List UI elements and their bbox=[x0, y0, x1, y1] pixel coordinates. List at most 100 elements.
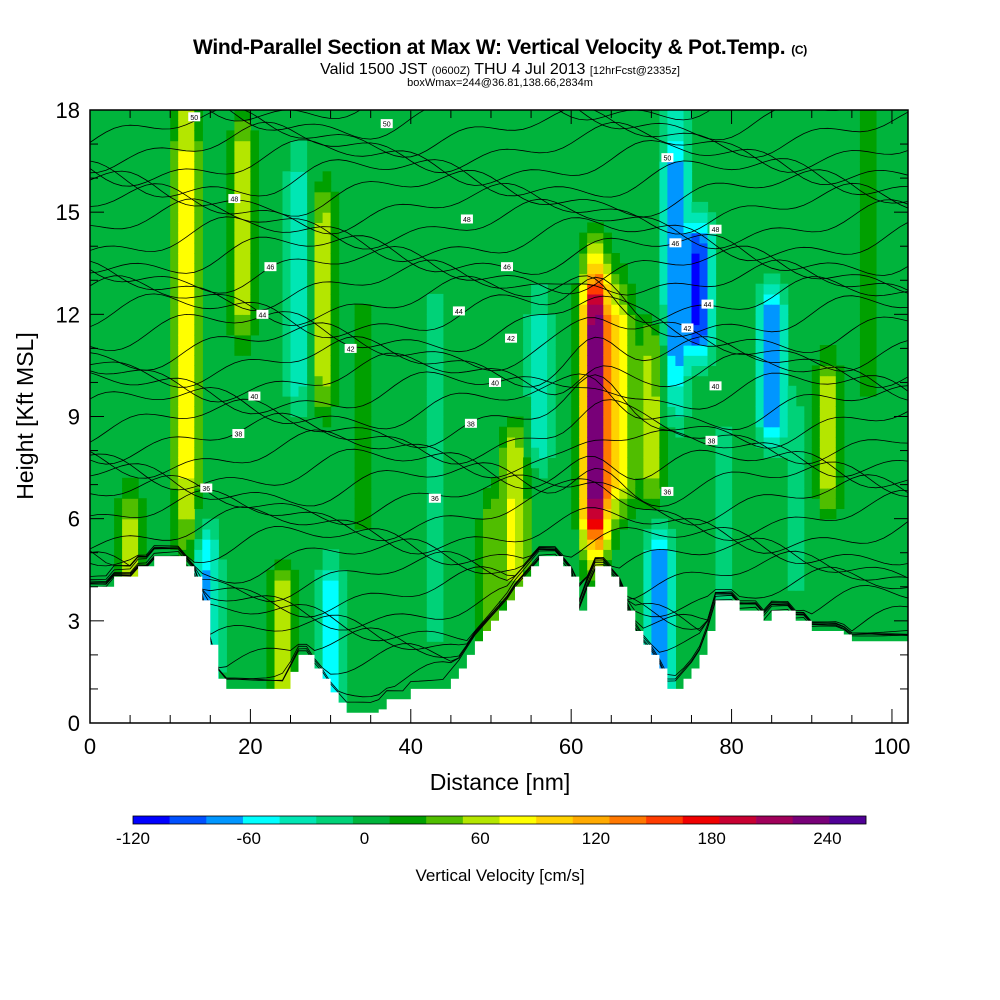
velocity-cell bbox=[282, 385, 292, 397]
velocity-cell bbox=[499, 569, 508, 581]
velocity-cell bbox=[595, 508, 604, 520]
velocity-cell bbox=[226, 304, 235, 315]
velocity-cell bbox=[362, 304, 372, 315]
velocity-cell bbox=[322, 334, 332, 346]
velocity-cell bbox=[314, 191, 324, 203]
theta-contour-line bbox=[90, 121, 908, 174]
velocity-cell bbox=[667, 304, 677, 315]
velocity-cell bbox=[627, 283, 636, 295]
velocity-cell bbox=[779, 334, 789, 346]
velocity-cell bbox=[218, 641, 227, 653]
velocity-cell bbox=[322, 293, 332, 305]
theta-label-bg bbox=[501, 262, 514, 272]
velocity-cell bbox=[426, 355, 436, 367]
velocity-cell bbox=[178, 171, 187, 183]
velocity-cell bbox=[434, 620, 444, 632]
velocity-cell bbox=[194, 150, 203, 162]
velocity-cell bbox=[250, 161, 260, 172]
velocity-cell bbox=[186, 508, 195, 520]
velocity-cell bbox=[779, 416, 789, 428]
velocity-cell bbox=[603, 528, 612, 540]
velocity-cell bbox=[507, 549, 516, 561]
velocity-cell bbox=[627, 406, 636, 418]
velocity-cell bbox=[723, 488, 733, 499]
velocity-cell bbox=[362, 518, 372, 530]
velocity-cell bbox=[523, 488, 532, 499]
velocity-cell bbox=[619, 293, 628, 305]
velocity-cell bbox=[314, 212, 324, 224]
velocity-cell bbox=[499, 488, 508, 499]
terrain bbox=[90, 556, 908, 723]
velocity-cell bbox=[314, 375, 324, 387]
velocity-cell bbox=[571, 365, 580, 377]
velocity-cell bbox=[707, 253, 717, 264]
velocity-cell bbox=[579, 396, 588, 407]
velocity-cell bbox=[579, 477, 588, 489]
theta-contour-line bbox=[90, 537, 908, 585]
velocity-cell bbox=[426, 467, 436, 479]
velocity-cell bbox=[699, 263, 709, 275]
velocity-cell bbox=[274, 631, 284, 642]
velocity-cell bbox=[290, 385, 300, 397]
velocity-cell bbox=[178, 518, 187, 530]
velocity-cell bbox=[298, 242, 308, 254]
velocity-cell bbox=[290, 283, 300, 295]
velocity-cell bbox=[763, 365, 773, 377]
velocity-cell bbox=[194, 191, 203, 203]
velocity-cell bbox=[194, 273, 203, 285]
velocity-cell bbox=[659, 467, 669, 479]
velocity-cell bbox=[507, 518, 516, 530]
velocity-cell bbox=[282, 569, 292, 581]
velocity-cell bbox=[491, 508, 500, 520]
velocity-cell bbox=[474, 610, 484, 622]
velocity-cell bbox=[539, 355, 548, 367]
velocity-cell bbox=[178, 396, 187, 407]
velocity-cell bbox=[483, 590, 492, 602]
velocity-cell bbox=[603, 457, 612, 469]
velocity-cell bbox=[322, 375, 332, 387]
velocity-cell bbox=[675, 242, 685, 254]
velocity-cell bbox=[499, 498, 508, 510]
theta-contour-line bbox=[90, 373, 908, 431]
velocity-cell bbox=[579, 232, 588, 244]
velocity-cell bbox=[699, 253, 709, 264]
velocity-cell bbox=[354, 488, 364, 499]
velocity-cell bbox=[194, 263, 203, 275]
velocity-cell bbox=[771, 416, 781, 428]
velocity-cell bbox=[811, 457, 821, 469]
velocity-cell bbox=[226, 324, 235, 336]
velocity-cell bbox=[547, 324, 556, 336]
velocity-cell bbox=[691, 324, 701, 336]
velocity-cell bbox=[819, 436, 829, 448]
velocity-cell bbox=[170, 477, 179, 489]
velocity-cell bbox=[859, 181, 869, 193]
velocity-cell bbox=[579, 314, 588, 326]
velocity-cell bbox=[290, 171, 300, 183]
velocity-cell bbox=[683, 161, 693, 172]
velocity-cell bbox=[707, 273, 717, 285]
velocity-cell bbox=[474, 528, 484, 540]
theta-label: 40 bbox=[488, 377, 501, 387]
velocity-cell bbox=[226, 150, 235, 162]
velocity-cell bbox=[242, 283, 252, 295]
velocity-cell bbox=[763, 334, 773, 346]
velocity-cell bbox=[579, 539, 588, 550]
velocity-cell bbox=[867, 283, 877, 295]
velocity-cell bbox=[643, 314, 653, 326]
velocity-cell bbox=[523, 477, 532, 489]
velocity-cell bbox=[531, 365, 540, 377]
velocity-cell bbox=[531, 324, 540, 336]
velocity-cell bbox=[587, 528, 596, 540]
velocity-cell bbox=[210, 518, 219, 530]
velocity-cell bbox=[354, 406, 364, 418]
velocity-cell bbox=[186, 447, 195, 459]
theta-label-text: 48 bbox=[230, 197, 238, 204]
velocity-cell bbox=[338, 661, 348, 673]
velocity-cell bbox=[531, 436, 540, 448]
colorbar-swatch bbox=[536, 816, 574, 824]
velocity-cell bbox=[587, 242, 596, 254]
velocity-cell bbox=[170, 508, 179, 520]
velocity-cell bbox=[210, 569, 219, 581]
velocity-cell bbox=[763, 396, 773, 407]
velocity-cell bbox=[194, 304, 203, 315]
